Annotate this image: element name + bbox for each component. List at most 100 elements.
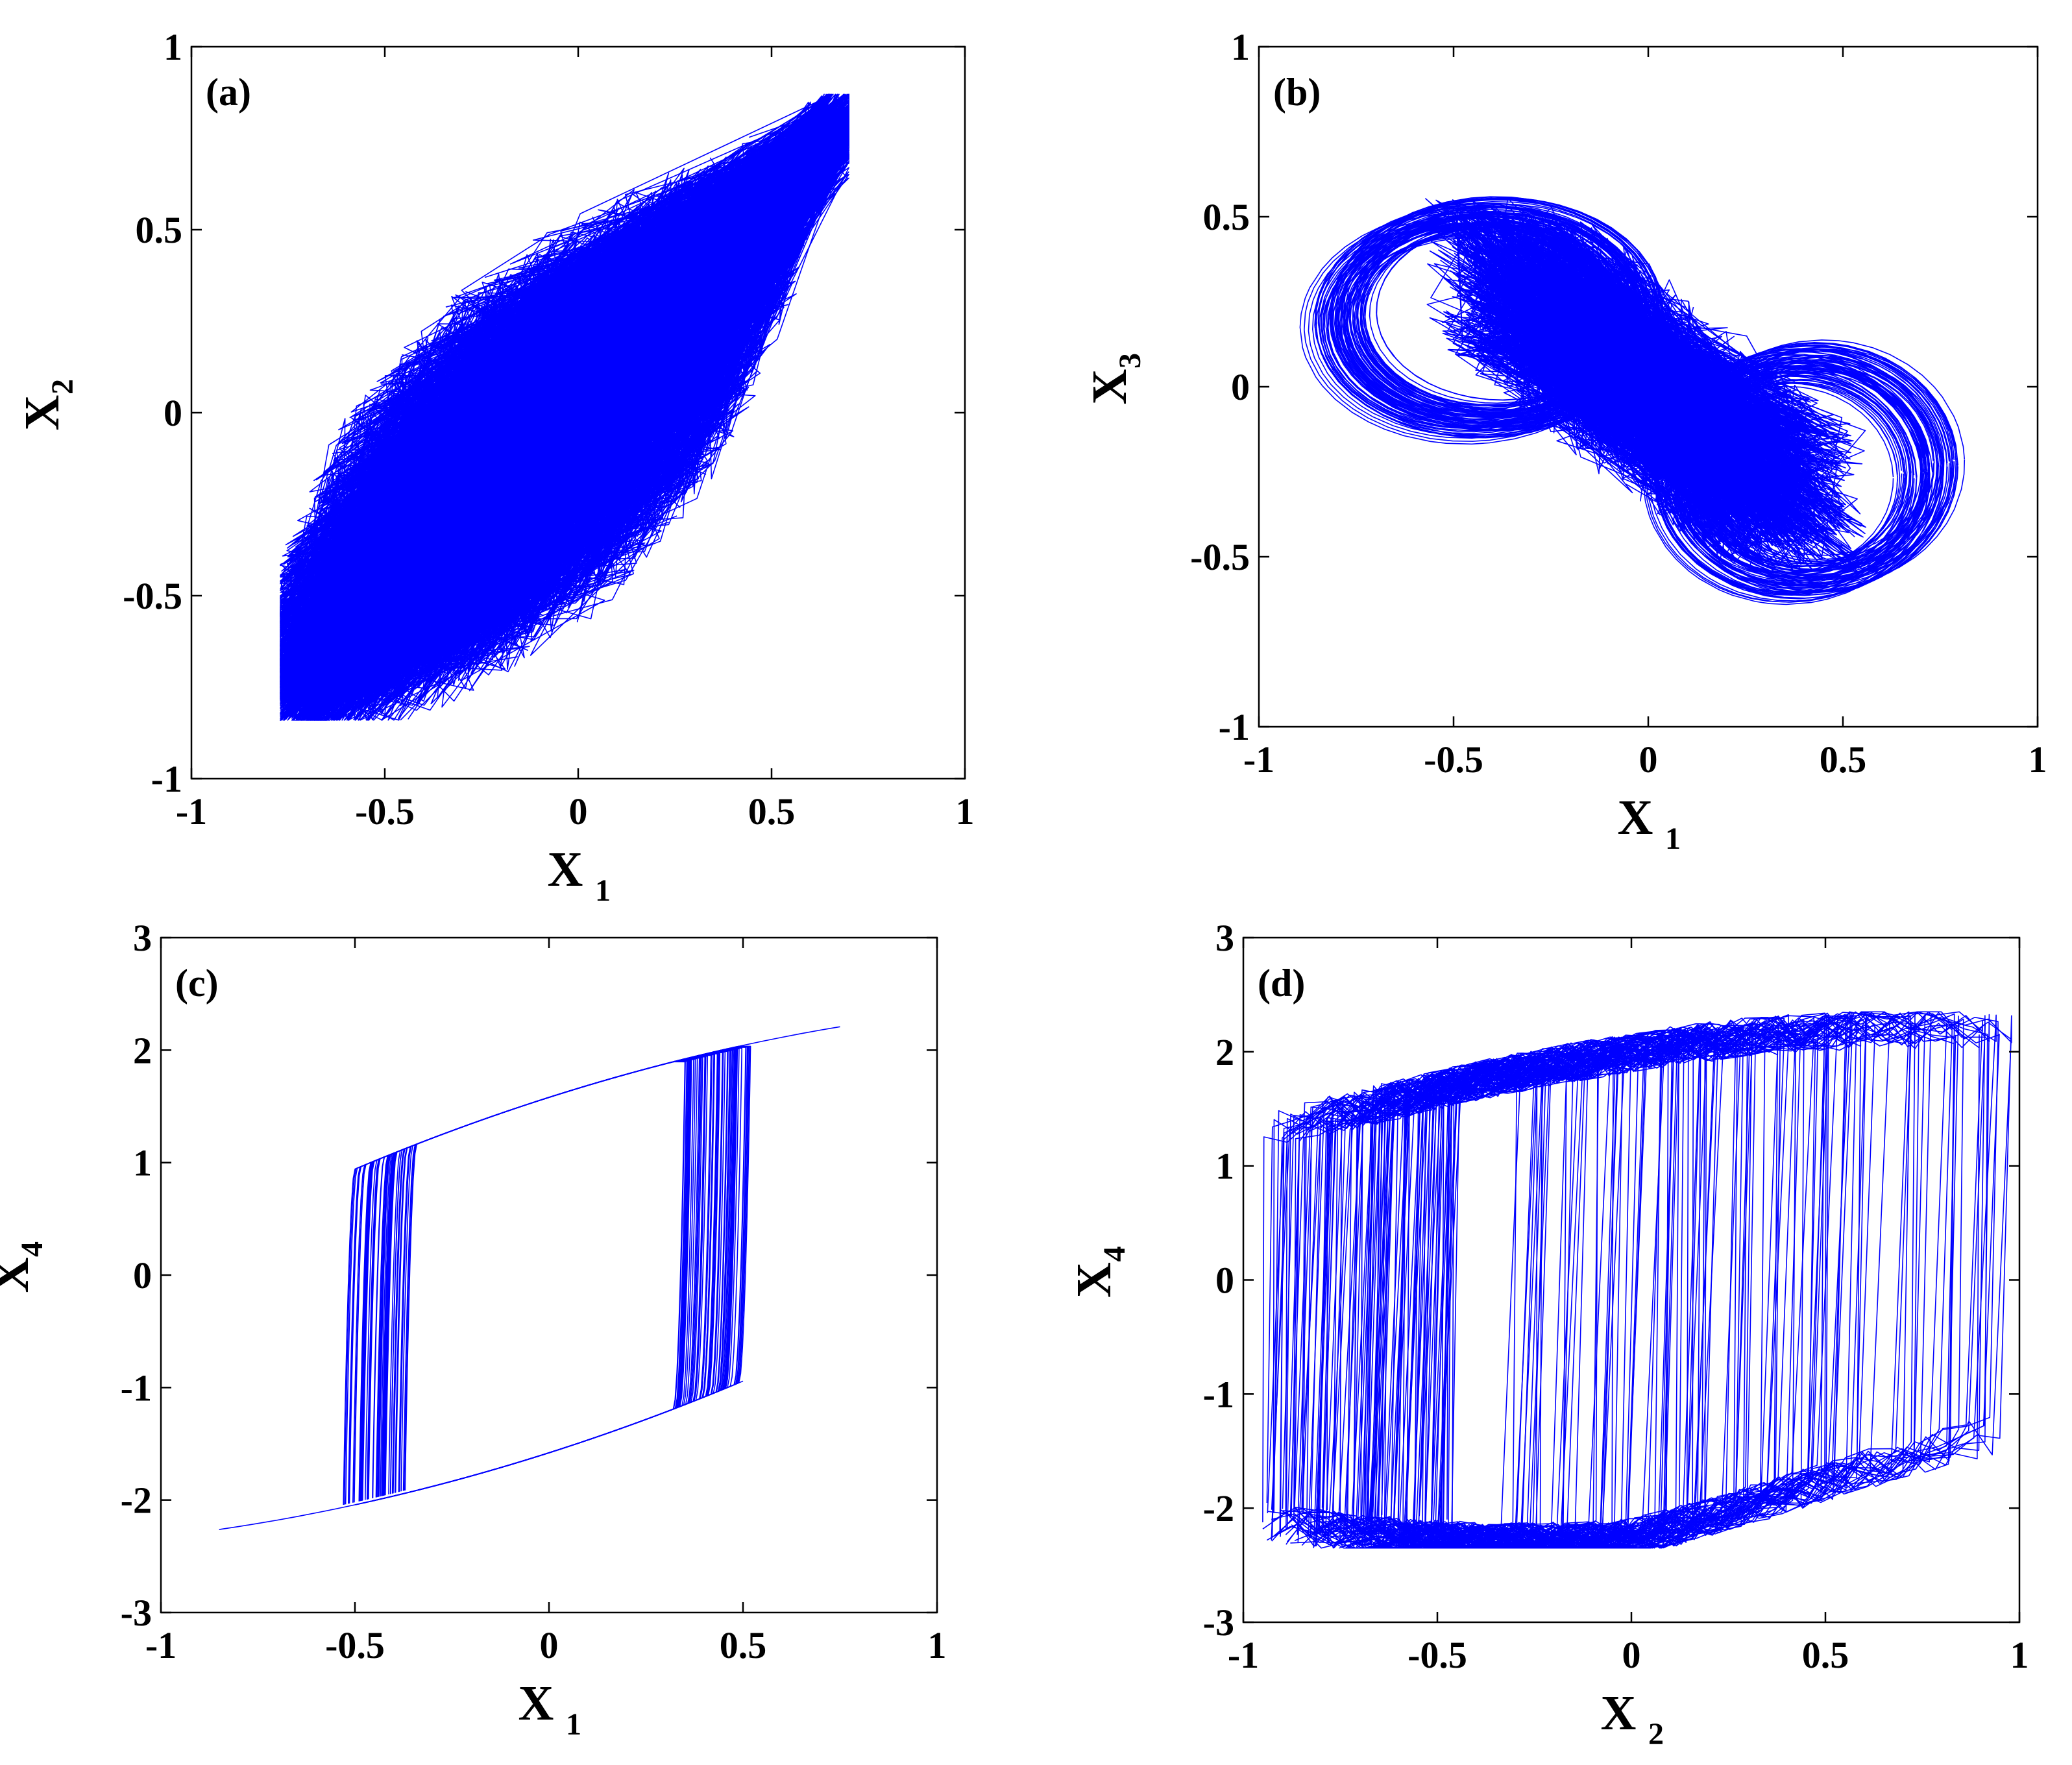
x-axis-label: X (548, 842, 583, 897)
trajectory-loop (398, 1053, 718, 1493)
trajectory-loop (1356, 1053, 1586, 1549)
trajectory-loop (391, 1055, 709, 1494)
plot-frame (160, 936, 938, 1614)
trajectory-segment (280, 126, 834, 721)
trajectory (280, 93, 849, 721)
trajectory-loop (376, 1056, 707, 1498)
trajectory-loop (366, 1054, 715, 1500)
trajectory-loop (1657, 359, 1927, 595)
trajectory-loop (381, 1057, 702, 1497)
trajectory-loop (375, 1052, 724, 1498)
y-axis-label-group: X3 (1082, 353, 1147, 404)
y-tick-label: -1 (1203, 1373, 1234, 1415)
x-tick-label: -0.5 (325, 1624, 385, 1666)
trajectory-loop (1322, 1045, 1639, 1549)
trajectory-segment (280, 111, 846, 694)
x-tick-label: 0.5 (720, 1624, 767, 1666)
trajectory-loop (383, 1053, 718, 1496)
x-tick-label: 0.5 (1802, 1634, 1849, 1676)
y-tick-label: 1 (1231, 26, 1250, 68)
trajectory-segment (1457, 215, 1824, 557)
trajectory-loop (368, 1056, 707, 1500)
trajectory-loop (1452, 1015, 1827, 1549)
y-tick-label: 1 (1215, 1145, 1234, 1187)
trajectory-loop (1366, 1034, 1801, 1548)
trajectory-segment (1466, 237, 1860, 576)
x-tick-label: -0.5 (355, 790, 415, 833)
trajectory (1299, 196, 1966, 605)
trajectory-loop (395, 1053, 721, 1494)
panel-label: (a) (206, 71, 251, 114)
trajectory-loop (385, 1051, 726, 1496)
y-tick-label: 0 (1215, 1260, 1234, 1302)
trajectory-loop (360, 1053, 720, 1502)
x-tick-label: -1 (145, 1624, 177, 1666)
panel-label: (b) (1273, 71, 1321, 114)
trajectory-loop (372, 1060, 689, 1499)
trajectory-loop (361, 1060, 691, 1502)
panel-label: (c) (175, 962, 219, 1004)
trajectory-loop (384, 1060, 691, 1496)
y-tick-label: 1 (133, 1142, 152, 1184)
x-tick-label: -1 (1228, 1634, 1259, 1676)
trajectory-segment (280, 134, 805, 721)
trajectory-loop (390, 1056, 705, 1495)
y-axis-label: X (0, 1258, 39, 1293)
x-tick-label: -0.5 (1408, 1634, 1467, 1676)
y-tick-label: -0.5 (1190, 536, 1250, 578)
trajectory-segment (1464, 221, 1799, 493)
trajectory-loop (362, 1054, 714, 1502)
trajectory-loop (1403, 1053, 1544, 1549)
x-tick-label: 1 (2010, 1634, 2029, 1676)
y-tick-label: -2 (121, 1479, 152, 1522)
trajectory-loop (1361, 1040, 1679, 1549)
y-axis-label: X (1082, 369, 1137, 405)
trajectory-segment (312, 108, 849, 705)
panel-b: -1 -0.5 0 0.5 1-1-0.500.51(b)X 1X3 (1082, 26, 2047, 856)
x-tick-label: 0 (1622, 1634, 1641, 1676)
x-tick-label: 1 (956, 790, 975, 833)
trajectory (219, 1026, 840, 1530)
y-axis-label-subscript: 2 (45, 379, 80, 395)
y-axis-label-subscript: 3 (1113, 353, 1147, 369)
trajectory-loop (378, 1058, 696, 1498)
x-tick-label: 0 (569, 790, 588, 833)
trajectory-loop (1450, 1041, 1624, 1549)
y-axis-label-subscript: 4 (15, 1241, 49, 1257)
y-tick-label: -1 (1219, 706, 1250, 748)
x-tick-label: 1 (928, 1624, 947, 1666)
y-tick-label: -2 (1203, 1487, 1234, 1529)
trajectory-loop (360, 1057, 700, 1502)
trajectory-loop (1446, 1061, 1543, 1549)
y-tick-label: 0 (1231, 366, 1250, 408)
x-tick-label: -1 (176, 790, 207, 833)
panel-a: -1 -0.5 0 0.5 1-1-0.500.51(a)X 1X2 (15, 26, 975, 908)
x-axis-label: X (1601, 1686, 1637, 1740)
panel-label: (d) (1258, 962, 1305, 1004)
trajectory-loop (361, 1045, 750, 1502)
trajectory-loop (372, 1057, 701, 1499)
y-tick-label: 0.5 (136, 209, 183, 251)
y-axis-label-subscript: 4 (1097, 1247, 1132, 1262)
x-tick-label: 0 (540, 1624, 559, 1666)
y-tick-label: 3 (133, 917, 152, 959)
trajectory-loop (384, 1047, 746, 1496)
y-tick-label: 0 (164, 392, 182, 434)
x-axis-label: X (1618, 790, 1653, 845)
trajectory-loop (359, 1054, 712, 1502)
trajectory-loop (1430, 1034, 1673, 1549)
x-axis-label-subscript: 2 (1648, 1717, 1664, 1751)
trajectory-loop (382, 1050, 731, 1496)
y-tick-label: 0 (133, 1254, 152, 1296)
trajectory-loop (367, 1056, 703, 1500)
y-tick-label: -3 (121, 1592, 152, 1634)
y-axis-label: X (1067, 1262, 1121, 1298)
trajectory-loop (1279, 1058, 1518, 1549)
trajectory-loop (389, 1059, 692, 1495)
trajectory-tail-upper (354, 1026, 840, 1170)
trajectory-loop (365, 1060, 692, 1501)
x-axis-label: X (518, 1676, 554, 1731)
y-tick-label: -3 (1203, 1601, 1234, 1644)
